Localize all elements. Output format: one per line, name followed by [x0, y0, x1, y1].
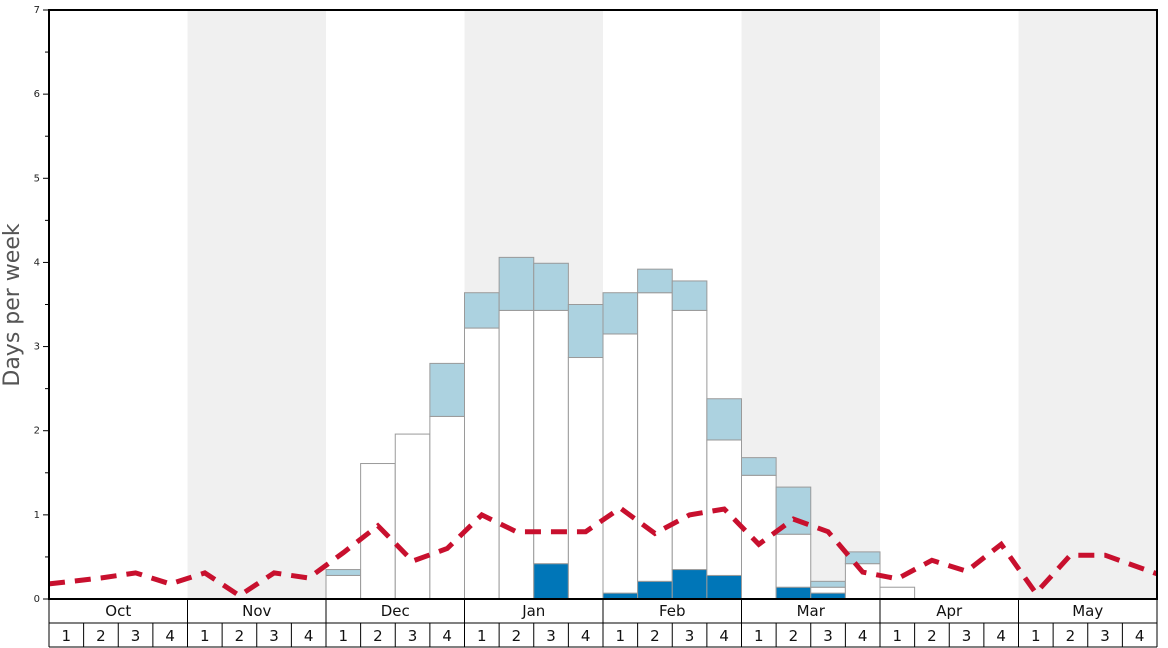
bar-series-3-week-18	[637, 268, 673, 294]
week-label: 3	[685, 627, 695, 645]
month-label-oct: Oct	[105, 602, 131, 620]
bar-series-2-week-16	[567, 357, 604, 600]
y-tick-label: 2	[34, 426, 40, 437]
bar-series-2-week-13	[464, 327, 500, 600]
bar-series-1-week-15	[533, 563, 569, 600]
bar-series-3-week-17	[602, 292, 639, 335]
bar-series-3-week-12	[429, 362, 465, 417]
bar-series-2-week-14	[498, 309, 535, 600]
trend-line	[48, 505, 1158, 599]
bar-series-1-week-19	[671, 569, 708, 600]
month-label-mar: Mar	[797, 602, 826, 620]
bar-series-2-week-12	[429, 415, 465, 600]
week-label: 2	[1066, 627, 1076, 645]
week-label: 4	[858, 627, 868, 645]
week-label: 2	[373, 627, 383, 645]
week-label: 2	[927, 627, 937, 645]
y-tick-label: 1	[34, 510, 40, 521]
bar-series-2-week-11	[394, 433, 431, 600]
y-tick-label: 3	[34, 342, 40, 353]
x-axis-group: Oct Nov Dec Jan Feb Mar Apr May 1 2 3 4 1 2 3 4 1 2 3 4 1 2 3 4…	[48, 599, 1158, 648]
month-label-may: May	[1072, 602, 1103, 620]
week-label: 4	[165, 627, 175, 645]
week-label: 1	[62, 627, 72, 645]
bar-series-3-week-14	[498, 256, 535, 311]
bar-series-2-week-9	[325, 574, 362, 600]
week-label: 4	[442, 627, 452, 645]
week-label: 3	[1100, 627, 1110, 645]
y-tick-label: 0	[34, 594, 40, 605]
week-label: 1	[893, 627, 903, 645]
week-label: 2	[235, 627, 245, 645]
y-axis-label: Days per week	[0, 223, 25, 386]
week-label: 1	[754, 627, 764, 645]
bar-series-2-week-15	[533, 309, 569, 565]
week-label: 3	[546, 627, 556, 645]
week-label: 1	[616, 627, 626, 645]
bar-series-2-week-17	[602, 333, 639, 594]
week-label: 2	[650, 627, 660, 645]
bar-series-3-week-23	[810, 580, 846, 588]
month-shade-nov	[187, 10, 326, 599]
bar-series-1-week-22	[775, 586, 812, 600]
week-label: 3	[131, 627, 141, 645]
month-label-jan: Jan	[521, 602, 545, 620]
bar-series-3-week-16	[567, 304, 604, 359]
bar-series-3-week-9	[325, 569, 362, 576]
bar-series-1-week-18	[637, 580, 673, 600]
bar-series-3-week-24	[844, 551, 881, 565]
week-label: 3	[269, 627, 279, 645]
month-label-feb: Feb	[659, 602, 686, 620]
month-shade-may	[1018, 10, 1157, 599]
week-label: 3	[408, 627, 418, 645]
y-tick-group: 0 1 2 3 4 5 6 7	[34, 5, 49, 605]
week-label: 4	[719, 627, 729, 645]
week-label: 4	[581, 627, 591, 645]
bar-series-2-week-18	[637, 292, 673, 582]
y-tick-label: 4	[34, 257, 40, 268]
week-label: 1	[339, 627, 349, 645]
week-label: 1	[477, 627, 487, 645]
week-label: 4	[1135, 627, 1145, 645]
week-label: 4	[996, 627, 1006, 645]
bar-series-2-week-10	[360, 463, 396, 600]
bar-series-2-week-21	[741, 474, 777, 600]
week-label: 3	[962, 627, 972, 645]
y-tick-label: 7	[34, 5, 40, 16]
week-label: 1	[1031, 627, 1041, 645]
bar-series-1-week-20	[706, 574, 742, 600]
bar-series-3-week-20	[706, 398, 742, 441]
week-label: 1	[200, 627, 210, 645]
bar-series-2-week-25	[879, 586, 916, 600]
month-label-nov: Nov	[242, 602, 271, 620]
week-label: 2	[789, 627, 799, 645]
y-tick-label: 5	[34, 173, 40, 184]
bar-series-3-week-15	[533, 262, 569, 311]
y-tick-label: 6	[34, 89, 40, 100]
bar-series-2-week-23	[810, 586, 846, 594]
bar-series-2-week-22	[775, 533, 812, 588]
week-label: 2	[512, 627, 522, 645]
bar-series-3-week-13	[464, 292, 500, 329]
bar-series-2-week-19	[671, 309, 708, 571]
bar-series-3-week-19	[671, 280, 708, 311]
bar-series-3-week-21	[741, 457, 777, 476]
week-label: 2	[96, 627, 106, 645]
month-label-dec: Dec	[381, 602, 410, 620]
week-label: 3	[823, 627, 833, 645]
week-label: 4	[304, 627, 314, 645]
month-label-apr: Apr	[936, 602, 963, 620]
